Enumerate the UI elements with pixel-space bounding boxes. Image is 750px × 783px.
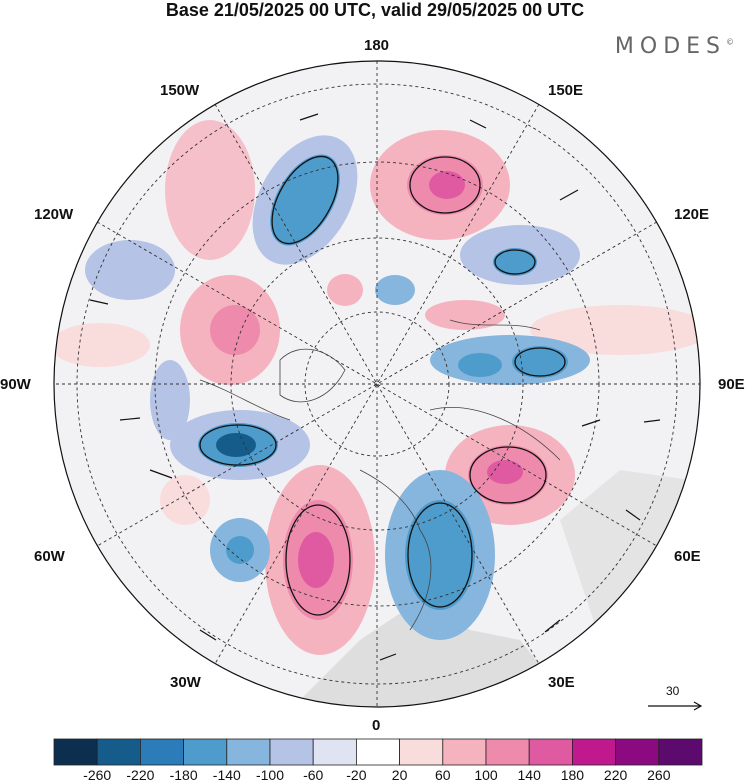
colorbar-label: 100: [474, 767, 498, 783]
lon-label-60e: 60E: [674, 548, 701, 565]
map-title: Base 21/05/2025 00 UTC, valid 29/05/2025…: [165, 0, 585, 20]
map-background: [54, 61, 700, 707]
colorbar-label: -100: [255, 767, 285, 783]
colorbar-swatch: [96, 738, 141, 766]
colorbar-swatch: [399, 738, 444, 766]
lon-label-90w: 90W: [0, 376, 31, 393]
lon-label-150e: 150E: [548, 82, 584, 99]
graticule: [54, 61, 700, 707]
vector-scale-arrow: [648, 701, 703, 711]
colorbar-label: -140: [212, 767, 241, 783]
colorbar-swatch: [528, 738, 573, 766]
contours: [199, 155, 566, 616]
negative-anomalies: [85, 135, 590, 640]
colorbar-label: 60: [435, 767, 451, 783]
colorbar-label: -220: [126, 767, 155, 783]
colorbar-label: 180: [560, 767, 585, 783]
positive-anomalies: [54, 120, 700, 655]
lon-label-90e: 90E: [718, 376, 745, 393]
lon-label-30w: 30W: [170, 674, 201, 691]
map-border: [53, 60, 701, 708]
lon-label-30e: 30E: [548, 674, 575, 691]
colorbar-swatch: [139, 738, 184, 766]
colorbar-label: 260: [647, 767, 671, 783]
colorbar-label: 140: [517, 767, 541, 783]
colorbar-label: 220: [603, 767, 628, 783]
colorbar-swatch: [226, 738, 271, 766]
colorbar-swatch: [269, 738, 314, 766]
colorbar-swatch: [355, 738, 400, 766]
colorbar-label: 20: [391, 767, 408, 783]
lon-label-120w: 120W: [34, 206, 74, 223]
lon-label-60w: 60W: [34, 548, 65, 565]
modes-logo: MODES©: [614, 34, 734, 59]
colorbar-label: -180: [169, 767, 198, 783]
wind-vectors: [89, 113, 661, 661]
colorbar-swatch: [312, 738, 357, 766]
vector-scale-label: 30: [666, 684, 680, 698]
colorbar-label: -260: [83, 767, 112, 783]
colorbar-swatch: [53, 738, 98, 766]
lon-label-120e: 120E: [674, 206, 710, 223]
colorbar-swatch: [442, 738, 487, 766]
lon-label-0: 0: [372, 717, 381, 734]
colorbar-swatch: [658, 738, 703, 766]
colorbar: [53, 738, 703, 766]
colorbar-swatch: [485, 738, 530, 766]
colorbar-label: -60: [303, 767, 324, 783]
lon-label-180: 180: [364, 37, 390, 54]
colorbar-label: -20: [346, 767, 367, 783]
lon-label-150w: 150W: [160, 82, 200, 99]
coastlines: [199, 319, 561, 631]
colorbar-swatch: [572, 738, 617, 766]
colorbar-swatch: [615, 738, 660, 766]
colorbar-swatch: [183, 738, 228, 766]
